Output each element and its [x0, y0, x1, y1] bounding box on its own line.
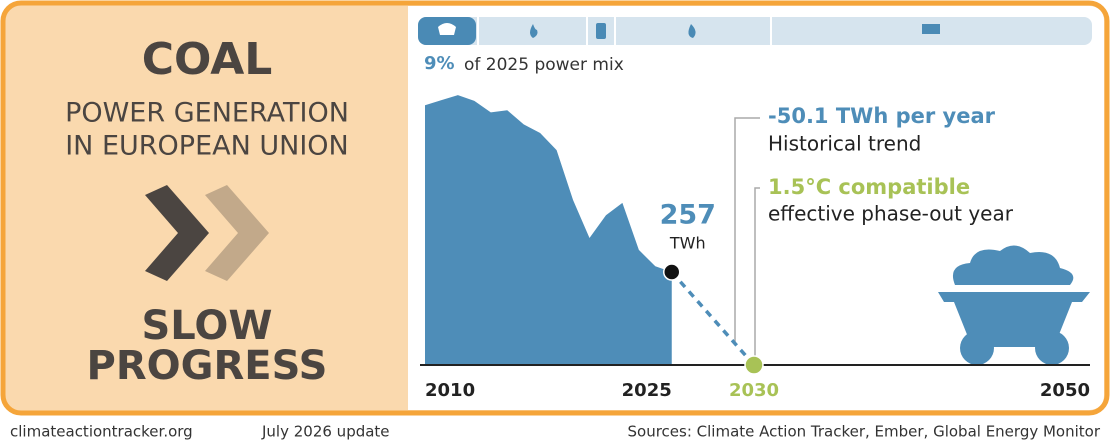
tabs [418, 17, 1092, 45]
leader-line [754, 187, 760, 365]
panel-subtitle: IN EUROPEAN UNION [65, 131, 349, 162]
annotation-text: effective phase-out year [768, 202, 1014, 226]
chevron [145, 185, 209, 281]
plot: 257 TWh 2010 2025 2030 2050 [420, 95, 1090, 401]
cart-wheel [960, 331, 994, 365]
coal-cart-icon [938, 245, 1090, 365]
value-unit: TWh [669, 234, 706, 253]
footer-site: climateactiontracker.org [10, 423, 193, 441]
tab-bar [418, 17, 1092, 45]
tab-icon-solar[interactable] [922, 24, 940, 34]
area [425, 95, 672, 365]
panel-subtitle: POWER GENERATION [65, 98, 349, 129]
panel-title: COAL [142, 34, 273, 85]
phaseout-point [744, 355, 764, 375]
value-label: 257 [660, 200, 716, 231]
share-text: of 2025 power mix [464, 55, 624, 75]
chart-panel-edge [408, 6, 428, 410]
tab-icon-hydro[interactable] [688, 24, 696, 38]
last-point [663, 263, 681, 281]
footer-update: July 2026 update [261, 423, 390, 441]
panel-status: PROGRESS [87, 343, 328, 389]
x-tick-label: 2050 [1040, 380, 1090, 401]
footer-sources: Sources: Climate Action Tracker, Ember, … [628, 423, 1101, 441]
annotation-text: Historical trend [768, 132, 921, 156]
x-tick-label: 2025 [622, 380, 672, 401]
tab-icon-gas[interactable] [530, 24, 538, 38]
x-tick-label: 2010 [425, 380, 475, 401]
tab-icon-oil[interactable] [596, 23, 606, 39]
tab-icon-coal [438, 23, 456, 35]
cart-wheel [1035, 331, 1069, 365]
coal-pile [952, 245, 1074, 285]
leader-line [734, 117, 760, 345]
panel-status: SLOW [142, 303, 273, 349]
chevron [205, 185, 269, 281]
x-tick-label: 2030 [729, 380, 779, 401]
annotation-title: -50.1 TWh per year [768, 104, 996, 128]
annotation-title: 1.5°C compatible [768, 175, 970, 199]
share-value: 9% [424, 53, 455, 74]
